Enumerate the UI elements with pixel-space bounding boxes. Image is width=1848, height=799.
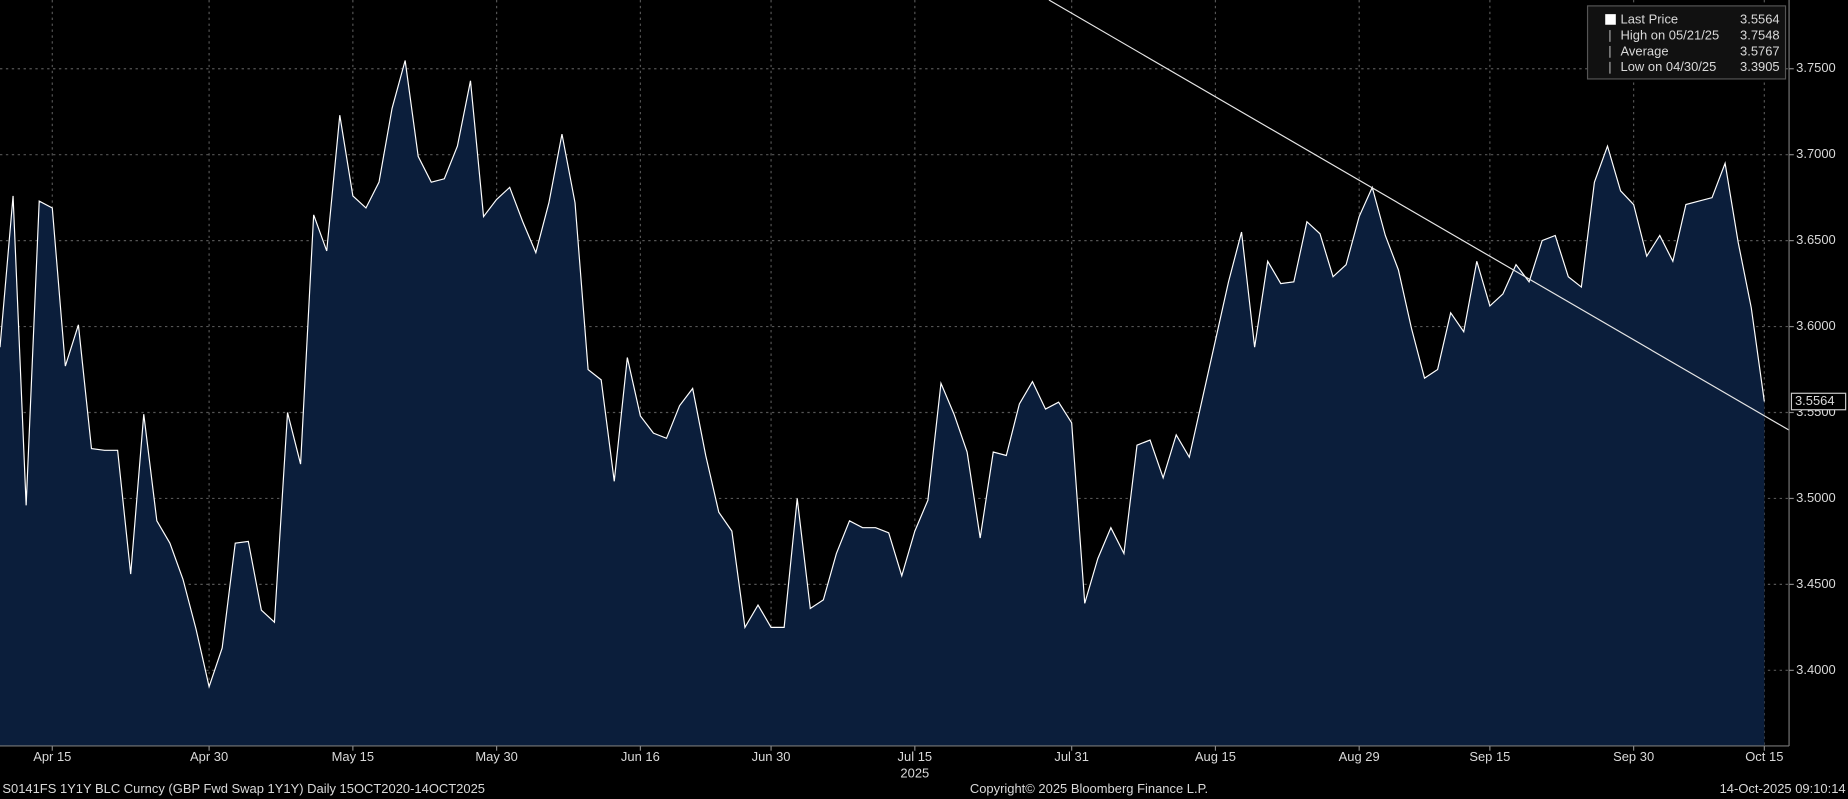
legend-box	[1586, 5, 1787, 80]
last-value-label: 3.5564	[1795, 393, 1835, 408]
y-tick-label: 3.4500	[1796, 576, 1836, 591]
axes: 3.40003.45003.50003.55003.60003.65003.70…	[33, 60, 1847, 781]
x-tick-label: Apr 15	[33, 749, 71, 764]
source-label: S0141FS 1Y1Y BLC Curncy (GBP Fwd Swap 1Y…	[2, 781, 485, 796]
trend-line	[1048, 0, 1790, 431]
x-tick-label: Jul 31	[1054, 749, 1089, 764]
legend-label: Average	[1621, 43, 1669, 58]
area	[0, 60, 1765, 746]
x-tick-label: Aug 29	[1339, 749, 1380, 764]
x-tick-label: May 15	[332, 749, 374, 764]
x-tick-label: Aug 15	[1195, 749, 1236, 764]
y-tick-label: 3.6500	[1796, 232, 1836, 247]
x-tick-label: Jun 16	[621, 749, 660, 764]
legend-label: Low on 04/30/25	[1621, 59, 1717, 74]
y-tick-label: 3.7500	[1796, 60, 1836, 75]
x-tick-label: Oct 15	[1745, 749, 1783, 764]
legend-value: 3.5564	[1740, 11, 1780, 26]
x-year-label: 2025	[900, 766, 929, 781]
legend-label: High on 05/21/25	[1621, 27, 1720, 42]
x-tick-label: May 30	[475, 749, 517, 764]
x-tick-label: Jun 30	[752, 749, 791, 764]
y-tick-label: 3.6000	[1796, 318, 1836, 333]
plot-area	[0, 60, 1765, 746]
copyright: Copyright© 2025 Bloomberg Finance L.P.	[970, 781, 1208, 796]
last-value-tag	[1790, 392, 1847, 411]
legend: Last Price 3.5564 High on 05/21/25 3.7548 Av…	[1586, 5, 1787, 80]
y-tick-label: 3.4000	[1796, 662, 1836, 677]
timestamp: 14-Oct-2025 09:10:14	[1720, 781, 1846, 796]
y-tick-label: 3.5000	[1796, 490, 1836, 505]
legend-label: Last Price	[1621, 11, 1679, 26]
line	[0, 60, 1765, 689]
x-tick-label: Apr 30	[190, 749, 228, 764]
x-tick-label: Sep 15	[1469, 749, 1510, 764]
y-tick-label: 3.7000	[1796, 146, 1836, 161]
x-tick-label: Sep 30	[1613, 749, 1654, 764]
x-tick-label: Jul 15	[898, 749, 933, 764]
legend-value: 3.7548	[1740, 27, 1780, 42]
legend-value: 3.3905	[1740, 59, 1780, 74]
legend-swatch	[1605, 14, 1616, 25]
legend-value: 3.5767	[1740, 43, 1780, 58]
